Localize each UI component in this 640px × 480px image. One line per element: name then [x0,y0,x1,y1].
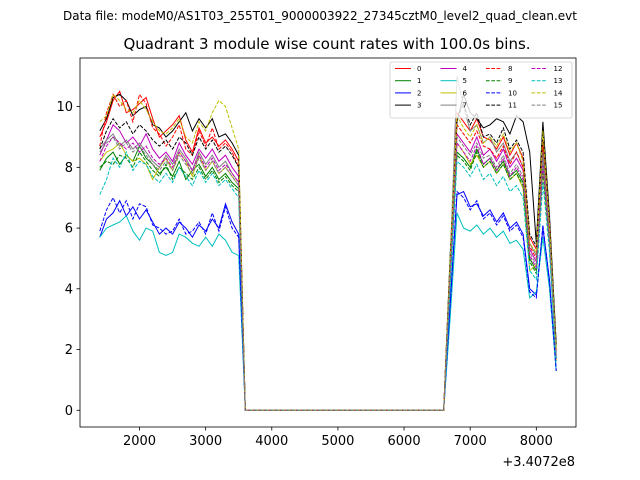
x-tick-label: 3000 [189,434,222,449]
series-line-11 [99,102,557,411]
series-line-12 [99,136,557,411]
legend-label-14: 14 [554,89,563,97]
legend-label-6: 6 [463,89,468,97]
x-offset-label: +3.4072e8 [502,455,575,470]
series-line-6 [99,141,557,411]
legend-label-8: 8 [508,65,512,73]
x-tick-label: 6000 [388,434,421,449]
suptitle: Data file: modeM0/AS1T03_255T01_90000039… [63,9,577,23]
axes-frame [79,57,577,428]
y-tick-label: 2 [65,343,73,358]
series-line-4 [99,123,557,411]
x-tick-label: 7000 [454,434,487,449]
y-tick-label: 0 [65,404,73,419]
series-line-5 [99,212,557,411]
x-tick-label: 4000 [255,434,288,449]
legend-label-4: 4 [463,65,468,73]
legend-label-5: 5 [463,77,467,85]
series-line-9 [99,150,557,411]
y-tick-label: 6 [65,222,73,237]
series-line-15 [99,135,557,411]
series-line-14 [99,93,557,411]
legend-box [389,61,573,119]
series-line-1 [99,144,557,411]
series-line-2 [99,190,557,411]
legend-label-12: 12 [554,65,563,73]
legend-label-0: 0 [417,65,421,73]
legend-label-15: 15 [554,102,563,110]
y-tick-label: 10 [56,100,73,115]
legend-label-2: 2 [417,89,421,97]
x-tick-label: 5000 [321,434,354,449]
legend-label-9: 9 [508,77,512,85]
legend-label-7: 7 [463,102,467,110]
series-line-13 [99,150,557,411]
series-line-3 [99,92,557,411]
x-tick-label: 2000 [123,434,156,449]
legend-label-13: 13 [554,77,563,85]
series-line-8 [99,93,557,411]
x-tick-label: 8000 [520,434,553,449]
legend-label-3: 3 [417,102,421,110]
legend-label-10: 10 [508,89,517,97]
chart-title: Quadrant 3 module wise count rates with … [123,35,530,53]
legend-label-11: 11 [508,102,517,110]
legend-label-1: 1 [417,77,421,85]
y-axis: 0 2 4 6 8 10 [56,100,80,419]
y-tick-label: 4 [65,282,73,297]
x-axis: 2000 3000 4000 5000 6000 7000 8000 [123,427,553,449]
y-tick-label: 8 [65,161,73,176]
series-line-10 [99,190,557,411]
series-layer [99,76,557,411]
